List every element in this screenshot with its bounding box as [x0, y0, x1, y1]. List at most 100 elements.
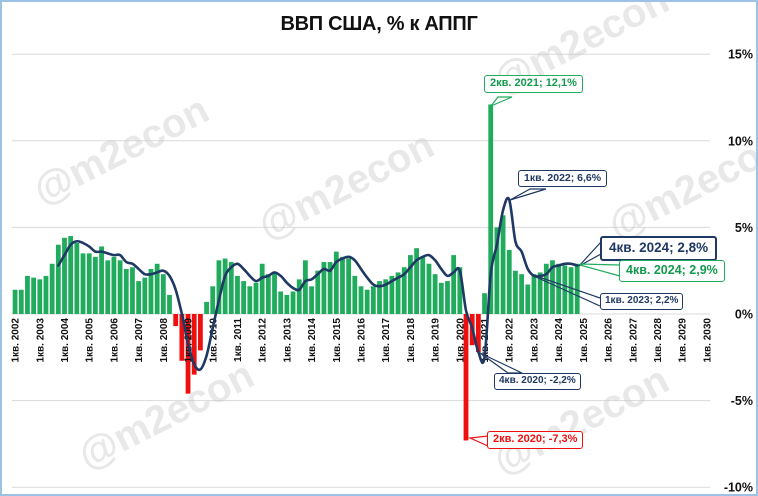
x-tick-label: 1кв. 2024	[554, 318, 565, 363]
gdp-bar	[136, 281, 142, 314]
callout-1q2022-line: 1кв. 2022; 6,6%	[518, 170, 608, 188]
gdp-bar	[12, 289, 18, 314]
watermark-text: @m2econ	[71, 353, 260, 479]
gdp-bar	[160, 274, 166, 314]
gdp-bar	[457, 267, 463, 314]
gdp-bar	[130, 267, 135, 314]
gdp-bar	[167, 294, 172, 314]
gdp-bar	[352, 275, 358, 314]
gdp-bar	[420, 256, 426, 314]
gdp-bar	[463, 314, 469, 441]
watermark-text: @m2econ	[251, 123, 440, 249]
gdp-bar	[210, 286, 216, 314]
gdp-bar	[321, 262, 327, 314]
gdp-bar	[86, 253, 92, 314]
x-tick-label: 1кв. 2010	[208, 318, 219, 363]
gdp-bar	[537, 272, 543, 314]
gdp-bar	[253, 282, 259, 314]
gdp-bar	[68, 236, 74, 314]
gdp-bar	[37, 279, 43, 314]
gdp-bar	[574, 263, 580, 314]
gdp-bar	[154, 263, 160, 314]
gdp-bar	[346, 258, 352, 314]
gdp-bar	[123, 268, 129, 314]
gdp-bar	[142, 277, 148, 314]
gdp-bar	[488, 104, 494, 315]
y-tick-label: 0%	[735, 308, 753, 322]
gdp-bar	[550, 260, 555, 314]
gdp-bar	[55, 244, 61, 314]
x-tick-label: 1кв. 2028	[653, 318, 664, 363]
gdp-bar	[408, 255, 413, 314]
gdp-bar	[179, 314, 185, 361]
gdp-bar	[290, 291, 296, 314]
gdp-bar	[18, 289, 24, 314]
gdp-bar	[494, 227, 500, 314]
gdp-bar	[333, 251, 339, 314]
x-tick-label: 1кв. 2014	[307, 318, 318, 363]
x-tick-label: 1кв. 2016	[357, 318, 368, 363]
y-tick-label: -5%	[731, 394, 753, 408]
x-tick-label: 1кв. 2017	[381, 318, 392, 363]
callout-1q2023-line: 1кв. 2023; 2,2%	[600, 293, 684, 310]
x-tick-label: 1кв. 2030	[702, 318, 713, 363]
gdp-bar	[148, 268, 154, 314]
gdp-bar	[395, 272, 401, 314]
gdp-bar	[265, 274, 271, 314]
gdp-bar	[173, 314, 179, 327]
callout-leaders	[467, 96, 621, 447]
x-tick-label: 1кв. 2023	[530, 318, 541, 363]
gdp-bar	[191, 314, 197, 375]
x-tick-label: 1кв. 2025	[579, 318, 590, 363]
x-tick-label: 1кв. 2006	[109, 318, 120, 363]
gdp-bar	[519, 274, 524, 314]
gdp-bar	[525, 284, 531, 314]
callout-2q2021-peak: 2кв. 2021; 12,1%	[484, 75, 583, 93]
gdp-bar	[370, 286, 376, 314]
x-tick-label: 1кв. 2015	[332, 318, 343, 363]
gdp-bar	[364, 289, 370, 314]
gdp-bar	[43, 275, 49, 314]
x-tick-label: 1кв. 2022	[505, 318, 516, 363]
x-tick-label: 1кв. 2005	[85, 318, 96, 363]
gdp-bar	[340, 256, 345, 314]
gdp-bar	[204, 301, 209, 314]
gdp-bar	[105, 260, 111, 314]
gdp-bar	[31, 277, 37, 314]
gdp-bar	[309, 286, 314, 314]
quarterly-bars	[12, 104, 580, 441]
x-axis-labels: 1кв. 2002 1кв. 2003 1кв. 2004 1кв. 2005 1кв.…	[11, 318, 714, 363]
gdp-bar	[247, 286, 253, 314]
gdp-bar	[482, 293, 487, 314]
x-tick-label: 1кв. 2018	[406, 318, 417, 363]
x-tick-label: 1кв. 2019	[431, 318, 442, 363]
gdp-bar	[62, 237, 67, 314]
gdp-bar	[74, 242, 80, 314]
x-tick-label: 1кв. 2013	[282, 318, 293, 363]
callout-4q2020-line: 4кв. 2020; -2,2%	[494, 373, 581, 390]
x-tick-label: 1кв. 2029	[678, 318, 689, 363]
gdp-bar	[445, 281, 450, 314]
gdp-bar	[111, 256, 117, 314]
gdp-bar	[278, 291, 284, 314]
y-axis-labels: 15% 10% 5% 0% -5% -10%	[724, 48, 753, 495]
moving-average-line	[57, 196, 579, 372]
gdp-bar	[401, 267, 407, 314]
gdp-bar	[383, 279, 389, 314]
gdp-bar	[432, 274, 438, 314]
gdp-bar	[327, 262, 333, 314]
x-tick-label: 1кв. 2003	[35, 318, 46, 363]
gdp-bar	[241, 281, 247, 314]
x-tick-label: 1кв. 2007	[134, 318, 145, 363]
y-tick-label: -10%	[724, 481, 753, 495]
gdp-bar	[222, 258, 228, 314]
gdp-bar	[117, 260, 123, 314]
gdp-bar	[531, 274, 537, 314]
y-tick-label: 10%	[728, 134, 753, 148]
gdp-bar	[272, 272, 277, 314]
gdp-bar	[568, 267, 574, 314]
gdp-bar	[80, 253, 86, 314]
x-tick-label: 1кв. 2026	[604, 318, 615, 363]
x-tick-label: 1кв. 2004	[60, 318, 71, 363]
